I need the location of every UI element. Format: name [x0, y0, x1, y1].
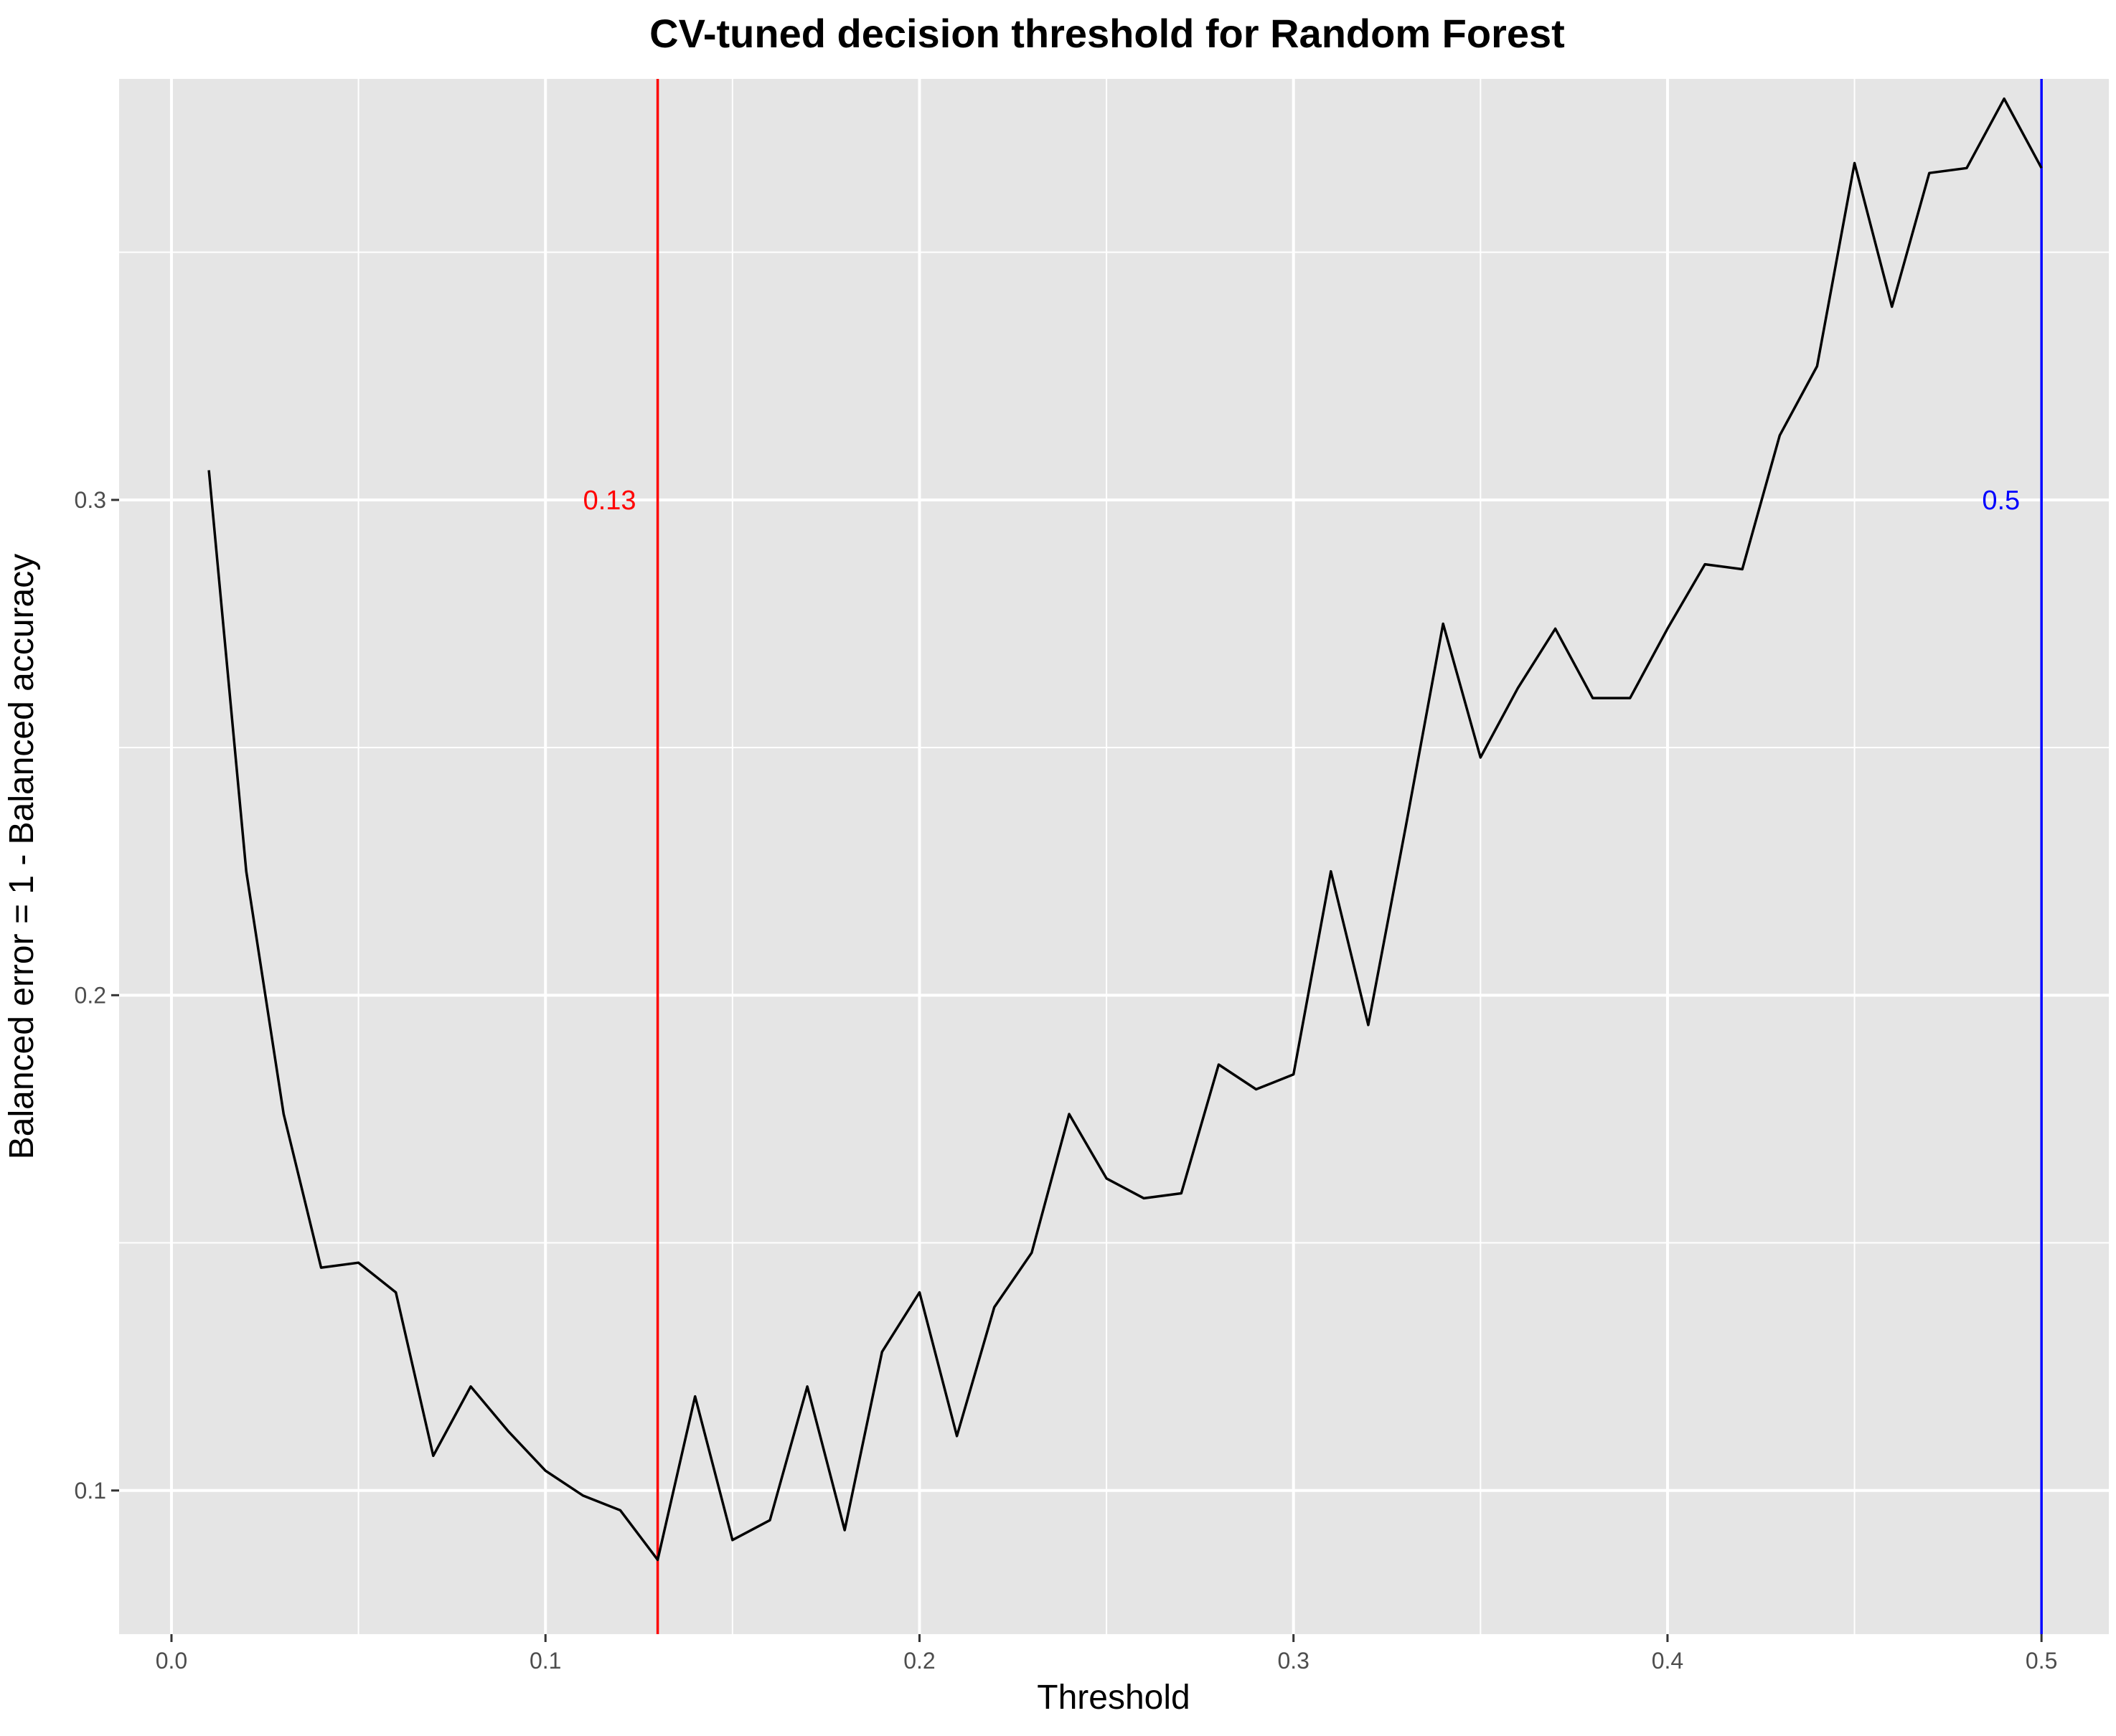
- threshold-label: 0.13: [583, 486, 636, 516]
- x-tick-label: 0.0: [156, 1648, 187, 1674]
- y-tick-label: 0.3: [75, 487, 106, 513]
- x-axis: 0.0 0.1 0.2 0.3 0.4 0.5: [156, 1634, 2057, 1674]
- minor-gridlines: [119, 79, 2109, 1634]
- x-tick-label: 0.1: [530, 1648, 561, 1674]
- threshold-lines: 0.13 0.5: [583, 79, 2043, 1634]
- x-tick-label: 0.2: [903, 1648, 935, 1674]
- x-axis-title: Threshold: [1037, 1679, 1190, 1717]
- chart-title: CV-tuned decision threshold for Random F…: [649, 11, 1565, 56]
- x-tick-label: 0.5: [2026, 1648, 2057, 1674]
- plot-panel: [119, 79, 2109, 1634]
- x-tick-label: 0.4: [1652, 1648, 1683, 1674]
- x-tick-label: 0.3: [1277, 1648, 1309, 1674]
- y-axis-title: Balanced error = 1 - Balanced accuracy: [3, 554, 41, 1159]
- y-axis: 0.1 0.2 0.3: [75, 487, 119, 1504]
- error-line: [207, 97, 2043, 1562]
- y-tick-label: 0.1: [75, 1478, 106, 1504]
- threshold-label: 0.5: [1982, 486, 2020, 516]
- y-tick-label: 0.2: [75, 982, 106, 1008]
- error-curve: [207, 97, 2043, 1562]
